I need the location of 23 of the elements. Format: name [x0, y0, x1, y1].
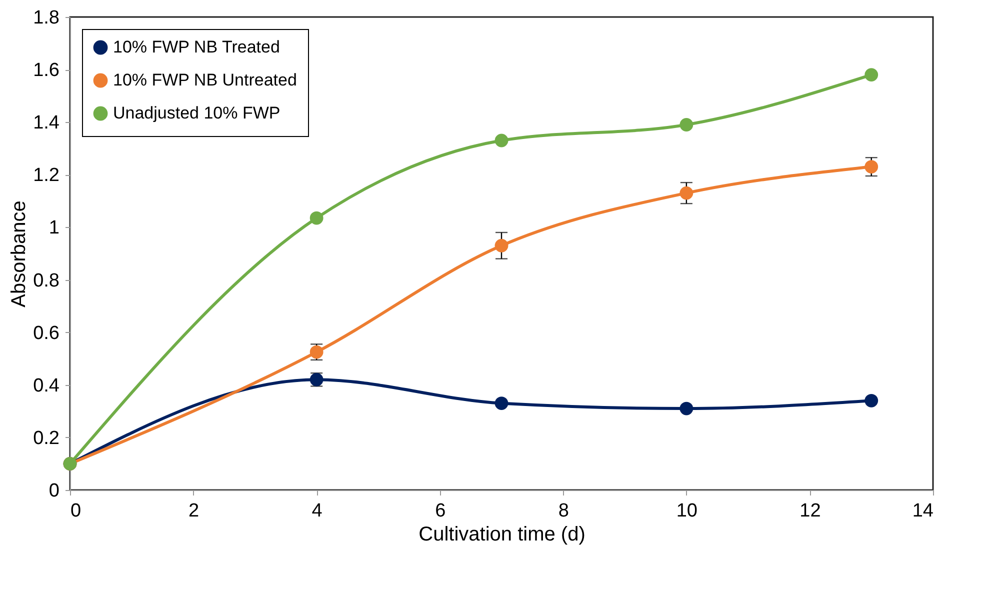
x-tick-label: 12 — [800, 500, 821, 522]
x-tick-label: 14 — [912, 500, 934, 522]
x-axis-title: Cultivation time (d) — [418, 524, 586, 546]
y-tick-label: 1.2 — [33, 165, 60, 186]
x-tick-label: 8 — [558, 500, 569, 522]
x-tick-label: 0 — [70, 500, 82, 522]
y-tick-label: 0.4 — [33, 375, 60, 396]
x-tick-label: 6 — [435, 500, 446, 522]
y-tick-label: 1.6 — [33, 60, 60, 82]
x-tick-label: 4 — [312, 500, 323, 522]
y-tick-label: 1.8 — [33, 8, 60, 28]
legend-label: 10% FWP NB Treated — [113, 38, 280, 56]
y-tick-label: 0.6 — [33, 322, 60, 344]
y-axis-title: Absorbance — [8, 200, 30, 308]
legend-label: Unadjusted 10% FWP — [113, 104, 280, 122]
y-tick-label: 1.4 — [33, 112, 60, 134]
y-tick-label: 0 — [48, 480, 60, 502]
y-tick-label: 0.8 — [33, 270, 60, 292]
x-tick-label: 10 — [676, 500, 698, 522]
y-tick-label: 1 — [48, 218, 60, 239]
y-tick-label: 0.2 — [33, 428, 60, 449]
x-tick-label: 2 — [188, 500, 200, 522]
legend-label: 10% FWP NB Untreated — [113, 70, 297, 90]
